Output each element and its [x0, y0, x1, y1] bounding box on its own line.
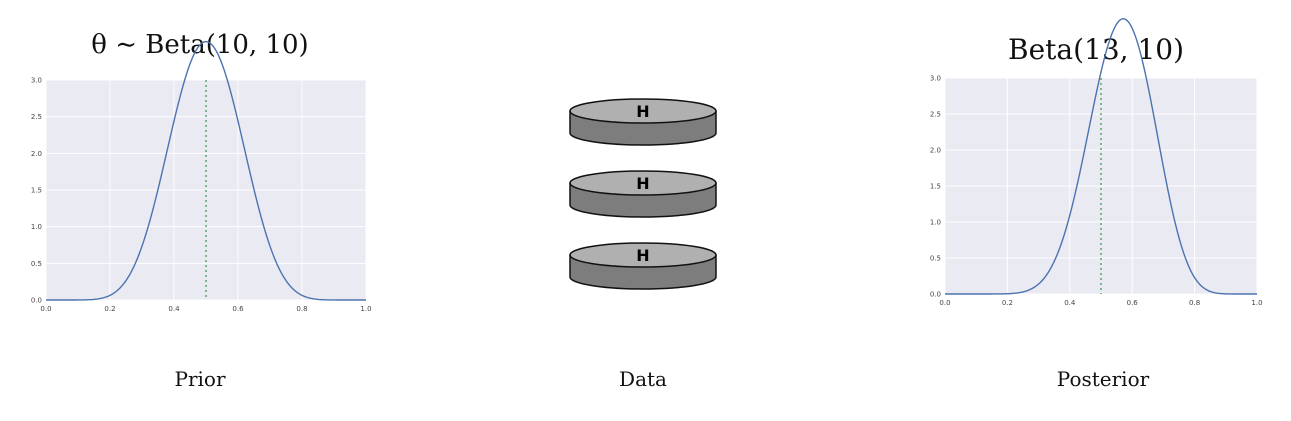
posterior-ytick-label: 3.0 — [930, 75, 941, 83]
prior-ytick-label: 1.0 — [31, 223, 42, 231]
coin-face — [569, 170, 717, 196]
posterior-xtick-label: 0.6 — [1127, 299, 1139, 307]
coin-label: H — [636, 102, 649, 121]
prior-ytick-label: 0.0 — [31, 297, 42, 305]
coin-face — [569, 242, 717, 268]
prior-xtick-label: 0.8 — [296, 305, 307, 313]
coin: H — [569, 98, 717, 146]
posterior-ytick-label: 0.5 — [930, 255, 941, 263]
prior-density-curve — [46, 40, 366, 301]
posterior-ytick-label: 0.0 — [930, 291, 941, 299]
coin: H — [569, 170, 717, 218]
posterior-ytick-label: 1.5 — [930, 183, 941, 191]
prior-label: Prior — [174, 367, 226, 391]
posterior-xtick-label: 0.0 — [939, 299, 950, 307]
prior-xtick-label: 0.2 — [104, 305, 115, 313]
prior-ytick-label: 2.5 — [31, 113, 42, 121]
prior-ytick-label: 2.0 — [31, 150, 42, 158]
posterior-xtick-label: 0.8 — [1189, 299, 1200, 307]
posterior-xtick-label: 0.2 — [1002, 299, 1013, 307]
posterior-label: Posterior — [1056, 367, 1150, 391]
coin-face — [569, 98, 717, 124]
posterior-ytick-label: 2.0 — [930, 147, 941, 155]
prior-ytick-label: 1.5 — [31, 187, 42, 195]
coin-label: H — [636, 246, 649, 265]
posterior-title: Beta(13, 10) — [1008, 33, 1184, 66]
prior-ytick-label: 3.0 — [31, 77, 42, 85]
posterior-xtick-label: 0.4 — [1064, 299, 1076, 307]
posterior-xtick-label: 1.0 — [1251, 299, 1262, 307]
data-label: Data — [619, 367, 667, 391]
posterior-density-curve — [945, 18, 1257, 295]
posterior-ytick-label: 1.0 — [930, 219, 941, 227]
posterior-ytick-label: 2.5 — [930, 111, 941, 119]
prior-xtick-label: 0.0 — [40, 305, 51, 313]
prior-xtick-label: 0.6 — [232, 305, 244, 313]
coin: H — [569, 242, 717, 290]
prior-ytick-label: 0.5 — [31, 260, 42, 268]
coin-label: H — [636, 174, 649, 193]
prior-xtick-label: 0.4 — [168, 305, 180, 313]
prior-xtick-label: 1.0 — [360, 305, 371, 313]
